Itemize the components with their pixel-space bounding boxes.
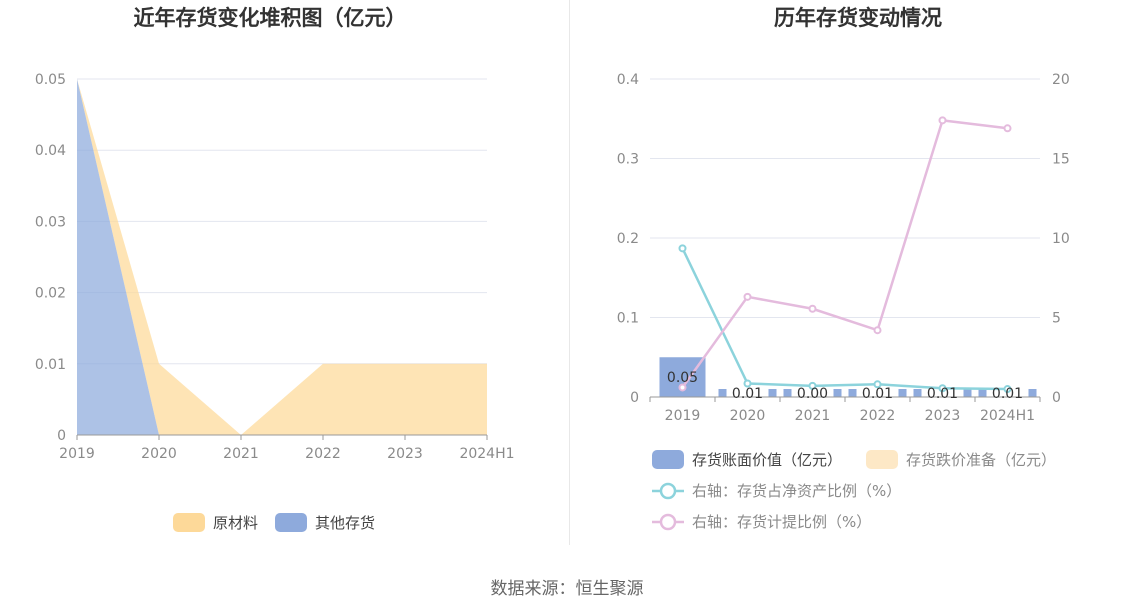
left-y-tick-label: 0.02 xyxy=(35,286,66,302)
line-point xyxy=(678,244,687,253)
left-chart: 近年存货变化堆积图（亿元） 0 0.01 0.02 0.03 0.04 0.05 2019… xyxy=(35,6,515,532)
left-x-tick-label: 2020 xyxy=(141,446,177,462)
legend-line-marker[interactable] xyxy=(659,513,677,531)
bar-data-label: 0.01 xyxy=(992,386,1023,402)
left-x-tick-label: 2023 xyxy=(387,446,423,462)
line-point xyxy=(808,381,817,390)
bar-存货账面价值（亿元） xyxy=(1028,389,1037,397)
right-right-y-tick-label: 10 xyxy=(1052,231,1070,247)
left-chart-title: 近年存货变化堆积图（亿元） xyxy=(134,6,407,30)
bar-存货账面价值（亿元） xyxy=(913,389,922,397)
bar-data-label: 0.00 xyxy=(797,386,828,402)
legend-label[interactable]: 存货跌价准备（亿元） xyxy=(906,451,1056,469)
left-y-tick-label: 0.03 xyxy=(35,214,66,230)
right-x-tick-label: 2024H1 xyxy=(980,408,1035,424)
bar-data-label: 0.01 xyxy=(927,386,958,402)
right-left-y-tick-label: 0.4 xyxy=(617,72,639,88)
line-point xyxy=(743,379,752,388)
bar-data-label: 0.01 xyxy=(862,386,893,402)
line-右轴：存货占净资产比例（%） xyxy=(681,247,1008,391)
line-point xyxy=(1003,385,1012,394)
right-x-tick-label: 2023 xyxy=(925,408,961,424)
bar-存货账面价值（亿元） xyxy=(718,389,727,397)
left-y-tick-label: 0.01 xyxy=(35,357,66,373)
legend-label[interactable]: 右轴：存货计提比例（%） xyxy=(692,513,871,531)
legend-swatch[interactable] xyxy=(275,513,307,532)
legend-label[interactable]: 原材料 xyxy=(213,514,258,532)
line-point xyxy=(873,326,882,335)
left-x-tick-label: 2019 xyxy=(59,446,95,462)
line-point xyxy=(808,304,817,313)
legend-label[interactable]: 右轴：存货占净资产比例（%） xyxy=(692,482,901,500)
bar-存货账面价值（亿元） xyxy=(848,389,857,397)
right-left-y-tick-label: 0.2 xyxy=(617,231,639,247)
left-x-tick-label: 2021 xyxy=(223,446,259,462)
right-left-y-tick-label: 0.1 xyxy=(617,311,639,327)
right-x-tick-label: 2019 xyxy=(665,408,701,424)
right-x-tick-label: 2020 xyxy=(730,408,766,424)
bar-存货账面价值（亿元） xyxy=(833,389,842,397)
legend-label[interactable]: 其他存货 xyxy=(315,514,375,532)
legend-line-marker[interactable] xyxy=(659,482,677,500)
line-point xyxy=(743,292,752,301)
right-chart: 历年存货变动情况 0 0.1 0.2 0.3 0.4 0 5 10 15 20 2019 2020… xyxy=(617,6,1070,531)
right-left-y-tick-label: 0 xyxy=(630,390,639,406)
line-point xyxy=(938,116,947,125)
bar-存货账面价值（亿元） xyxy=(963,389,972,397)
area-series-原材料 xyxy=(77,79,487,435)
bar-存货账面价值（亿元） xyxy=(898,389,907,397)
data-source: 数据来源：恒生聚源 xyxy=(490,579,644,599)
legend-label[interactable]: 存货账面价值（亿元） xyxy=(692,451,842,469)
bar-存货账面价值（亿元） xyxy=(768,389,777,397)
bar-存货账面价值（亿元） xyxy=(783,389,792,397)
right-right-y-tick-label: 0 xyxy=(1052,390,1061,406)
right-x-tick-label: 2021 xyxy=(795,408,831,424)
right-right-y-tick-label: 5 xyxy=(1052,311,1061,327)
left-x-tick-label: 2022 xyxy=(305,446,341,462)
legend-swatch[interactable] xyxy=(866,450,898,469)
line-point xyxy=(1003,124,1012,133)
left-y-tick-label: 0.05 xyxy=(35,72,66,88)
line-point xyxy=(678,383,687,392)
left-y-tick-label: 0 xyxy=(57,428,66,444)
legend-swatch[interactable] xyxy=(173,513,205,532)
left-y-tick-label: 0.04 xyxy=(35,143,66,159)
left-x-tick-label: 2024H1 xyxy=(459,446,514,462)
legend-swatch[interactable] xyxy=(652,450,684,469)
line-右轴：存货计提比例（%） xyxy=(681,118,1008,389)
right-chart-title: 历年存货变动情况 xyxy=(774,6,942,30)
bar-存货账面价值（亿元） xyxy=(978,389,987,397)
line-point xyxy=(938,384,947,393)
right-left-y-tick-label: 0.3 xyxy=(617,152,639,168)
right-right-y-tick-label: 15 xyxy=(1052,152,1070,168)
area-series-其他存货 xyxy=(77,79,487,435)
right-right-y-tick-label: 20 xyxy=(1052,72,1070,88)
line-point xyxy=(873,380,882,389)
chart-divider xyxy=(569,0,570,545)
bar-data-label: 0.05 xyxy=(667,370,698,386)
bar-data-label: 0.01 xyxy=(732,386,763,402)
right-x-tick-label: 2022 xyxy=(860,408,896,424)
